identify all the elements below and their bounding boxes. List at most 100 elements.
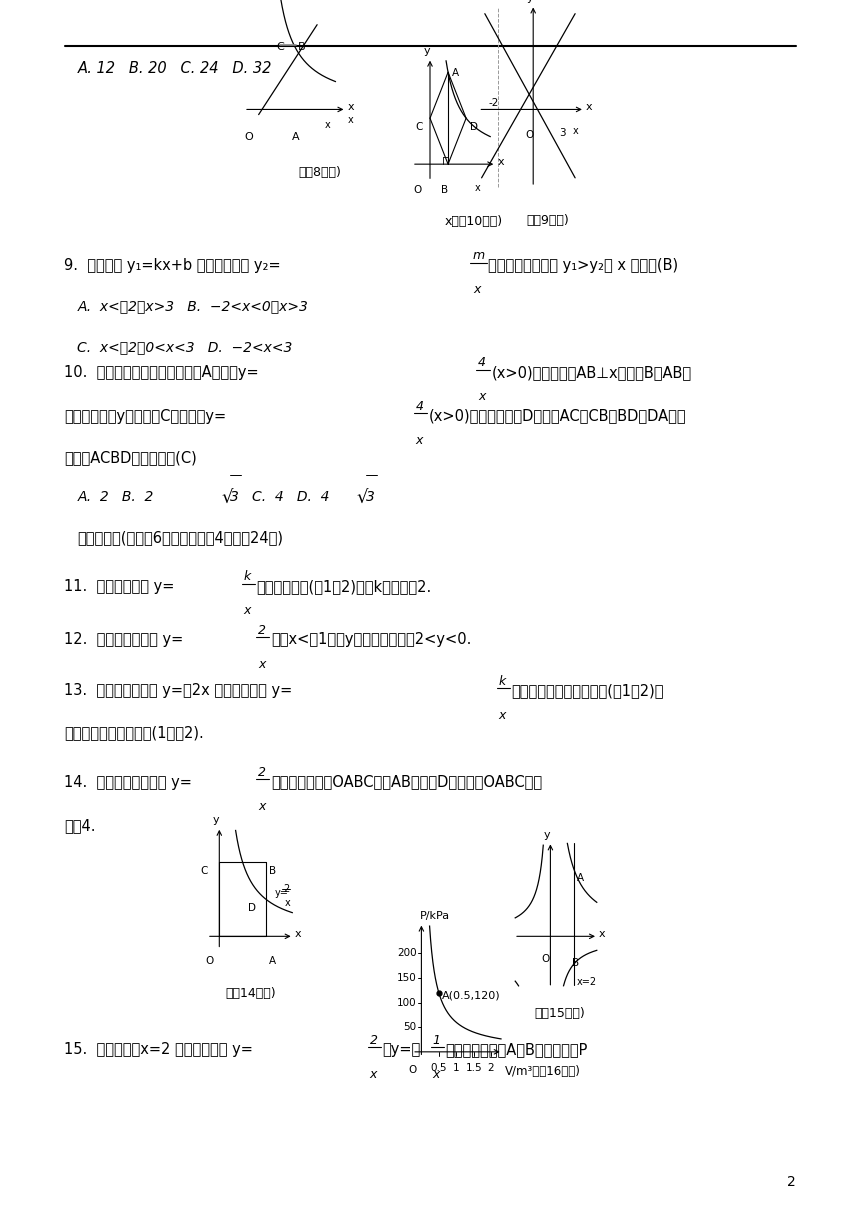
Text: ，第8题图): ，第8题图) [299, 167, 341, 179]
Text: y: y [526, 0, 533, 2]
Text: D: D [470, 123, 478, 133]
Text: k: k [243, 570, 250, 584]
Text: y: y [423, 46, 430, 56]
Text: x: x [433, 1068, 440, 1081]
Text: 2: 2 [370, 1034, 378, 1047]
Text: k: k [499, 675, 506, 688]
Text: A(0.5,120): A(0.5,120) [442, 991, 501, 1001]
Text: 100: 100 [397, 997, 417, 1008]
Text: 1: 1 [433, 1034, 440, 1047]
Text: x: x [499, 709, 507, 722]
Text: 9.  一次函数 y₁=kx+b 和反比例函数 y₂=: 9. 一次函数 y₁=kx+b 和反比例函数 y₂= [64, 258, 281, 272]
Text: 10.  如图，在直角坐标系中，点A在函数y=: 10. 如图，在直角坐标系中，点A在函数y= [64, 365, 259, 379]
Text: B: B [269, 866, 276, 877]
Text: x: x [473, 283, 481, 297]
Text: 2: 2 [284, 884, 290, 894]
Text: C: C [415, 123, 422, 133]
Text: A: A [292, 133, 299, 142]
Text: x: x [599, 929, 605, 939]
Text: 四边形ACBD的面积等于(C): 四边形ACBD的面积等于(C) [64, 450, 197, 465]
Text: 3: 3 [560, 128, 566, 137]
Text: x: x [295, 929, 302, 939]
Text: (x>0)的图象上，AB⊥x轴于点B，AB的: (x>0)的图象上，AB⊥x轴于点B，AB的 [492, 365, 692, 379]
Text: m: m [472, 249, 484, 263]
Text: x=2: x=2 [577, 978, 597, 987]
Text: 0.5: 0.5 [431, 1063, 447, 1073]
Text: C.  x<－2或0<x<3   D.  −2<x<3: C. x<－2或0<x<3 D. −2<x<3 [77, 340, 292, 355]
Text: 2: 2 [258, 624, 266, 637]
Text: 3   C.  4   D.  4: 3 C. 4 D. 4 [230, 490, 330, 505]
Text: A: A [269, 956, 276, 966]
Text: B: B [298, 41, 305, 52]
Text: 15.  如图，直线x=2 与反比例函数 y=: 15. 如图，直线x=2 与反比例函数 y= [64, 1042, 254, 1057]
Text: B: B [572, 958, 579, 968]
Text: x: x [347, 114, 353, 124]
Text: x: x [478, 390, 486, 404]
Text: y=: y= [275, 888, 289, 899]
Text: √: √ [357, 489, 368, 507]
Text: 14.  如图，反比例函数 y=: 14. 如图，反比例函数 y= [64, 775, 193, 789]
Text: O: O [408, 1065, 416, 1075]
Text: A.  x<－2或x>3   B.  −2<x<0或x>3: A. x<－2或x>3 B. −2<x<0或x>3 [77, 299, 308, 314]
Text: P/kPa: P/kPa [420, 911, 450, 921]
Text: O: O [206, 956, 214, 966]
Text: 2: 2 [787, 1175, 796, 1189]
Text: 13.  已知正比例函数 y=－2x 与反比例函数 y=: 13. 已知正比例函数 y=－2x 与反比例函数 y= [64, 683, 292, 698]
Text: x: x [258, 658, 266, 671]
Text: 1: 1 [453, 1063, 459, 1073]
Text: x: x [258, 800, 266, 814]
Text: 3: 3 [366, 490, 375, 505]
Text: 的图象的一个交点坐标为(－1，2)，: 的图象的一个交点坐标为(－1，2)， [512, 683, 664, 698]
Text: C: C [200, 866, 208, 877]
Text: 垂直平分线与y轴交于点C，与函数y=: 垂直平分线与y轴交于点C，与函数y= [64, 409, 227, 423]
Text: 1.5: 1.5 [465, 1063, 482, 1073]
Text: 的图象经过矩形OABC的边AB的中点D，则矩形OABC的面: 的图象经过矩形OABC的边AB的中点D，则矩形OABC的面 [271, 775, 542, 789]
Text: ，y=－: ，y=－ [383, 1042, 421, 1057]
Text: 11.  若反比例函数 y=: 11. 若反比例函数 y= [64, 579, 175, 593]
Text: x: x [370, 1068, 378, 1081]
Text: D: D [249, 903, 256, 913]
Text: O: O [413, 186, 421, 196]
Text: ，当x<－1时，y的取值范围为－2<y<0.: ，当x<－1时，y的取值范围为－2<y<0. [271, 632, 471, 647]
Text: √: √ [221, 489, 232, 507]
Text: x: x [587, 102, 593, 112]
Text: 二、填空题(本大题6小题，每小题4分，共24分): 二、填空题(本大题6小题，每小题4分，共24分) [77, 530, 284, 545]
Text: A. 12   B. 20   C. 24   D. 32: A. 12 B. 20 C. 24 D. 32 [77, 61, 272, 75]
Text: O: O [541, 953, 550, 964]
Text: B: B [441, 186, 448, 196]
Text: 12.  已知反比例函数 y=: 12. 已知反比例函数 y= [64, 632, 184, 647]
Text: 50: 50 [403, 1023, 417, 1032]
Text: 2: 2 [258, 766, 266, 779]
Text: 4: 4 [415, 400, 423, 413]
Text: x: x [347, 102, 354, 112]
Text: A: A [452, 68, 458, 78]
Text: A.  2   B.  2: A. 2 B. 2 [77, 490, 154, 505]
Text: x: x [415, 434, 423, 447]
Text: x: x [573, 126, 579, 136]
Text: O: O [245, 133, 254, 142]
Text: x: x [285, 897, 290, 908]
Text: 4: 4 [478, 356, 486, 370]
Text: x: x [243, 604, 251, 618]
Text: 150: 150 [397, 973, 417, 983]
Text: ，第14题图): ，第14题图) [225, 987, 276, 1000]
Text: (x>0)的图象交于点D，连接AC，CB，BD，DA，则: (x>0)的图象交于点D，连接AC，CB，BD，DA，则 [429, 409, 687, 423]
Text: 积为4.: 积为4. [64, 818, 96, 833]
Text: C: C [276, 41, 284, 52]
Text: x: x [475, 182, 481, 193]
Text: y: y [212, 815, 219, 826]
Text: 200: 200 [397, 948, 417, 958]
Text: x，第10题图): x，第10题图) [445, 215, 503, 229]
Text: O: O [525, 129, 534, 140]
Text: V/m³，第16题图): V/m³，第16题图) [505, 1065, 580, 1077]
Text: 的图象如图，则使 y₁>y₂的 x 范围是(B): 的图象如图，则使 y₁>y₂的 x 范围是(B) [488, 258, 679, 272]
Text: A: A [577, 873, 584, 883]
Text: y: y [544, 829, 550, 840]
Text: ，第15题图): ，第15题图) [535, 1007, 586, 1020]
Text: x: x [324, 119, 330, 130]
Text: x: x [497, 157, 504, 167]
Text: 2: 2 [488, 1063, 494, 1073]
Text: ，第9题图): ，第9题图) [526, 214, 569, 227]
Text: 的图象经过点(－1，2)，则k的值是－2.: 的图象经过点(－1，2)，则k的值是－2. [256, 579, 432, 593]
Text: -2: -2 [488, 98, 499, 108]
